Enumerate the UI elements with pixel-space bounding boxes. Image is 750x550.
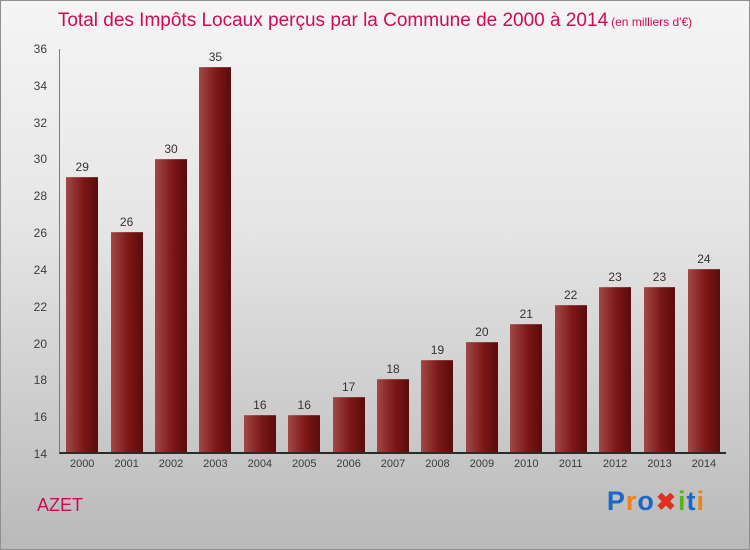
logo-letter: P <box>606 486 626 516</box>
x-tick-label: 2007 <box>380 458 406 470</box>
x-tick-label: 2006 <box>336 458 361 470</box>
y-tick-label: 34 <box>33 78 47 93</box>
bar-group: 23 2013 <box>637 49 681 470</box>
x-tick-label: 2008 <box>425 458 450 470</box>
y-tick-label: 32 <box>33 115 47 130</box>
bar-value-label: 16 <box>297 398 311 413</box>
bar <box>288 415 321 452</box>
y-tick-label: 18 <box>33 373 47 388</box>
x-tick-label: 2002 <box>158 458 184 470</box>
bar-group: 18 2007 <box>371 49 415 470</box>
bar-group: 19 2008 <box>415 49 459 470</box>
bar-group: 20 2009 <box>460 49 504 470</box>
bar-group: 16 2004 <box>238 49 282 470</box>
bar-group: 26 2001 <box>104 49 148 470</box>
logo-letter: ✖ <box>655 489 677 516</box>
y-tick-label: 20 <box>33 336 47 351</box>
bar-group: 21 2010 <box>504 49 548 470</box>
x-tick-label: 2004 <box>247 458 273 470</box>
bar <box>643 287 676 452</box>
chart-title-row: Total des Impôts Locaux perçus par la Co… <box>1 10 749 32</box>
commune-name: AZET <box>37 495 84 515</box>
bar-value-label: 19 <box>430 343 445 358</box>
y-tick-label: 28 <box>33 189 47 204</box>
bar <box>110 232 143 452</box>
bar-group: 16 2005 <box>282 49 326 470</box>
bar <box>465 342 498 452</box>
x-tick-label: 2014 <box>691 458 717 470</box>
y-tick-label: 22 <box>33 299 47 314</box>
bar <box>554 305 587 452</box>
x-tick-label: 2003 <box>203 458 228 470</box>
bar-value-label: 18 <box>386 361 400 376</box>
y-tick-label: 24 <box>33 262 47 277</box>
bar-group: 30 2002 <box>149 49 193 470</box>
bar-group: 23 2012 <box>593 49 637 470</box>
x-tick-label: 2011 <box>558 458 583 470</box>
bar-value-label: 21 <box>519 306 533 321</box>
bar-value-label: 26 <box>119 215 134 230</box>
chart-title: Total des Impôts Locaux perçus par la Co… <box>57 10 609 31</box>
bar <box>332 397 365 452</box>
logo-letter: t <box>686 486 697 516</box>
chart-title-unit: (en milliers d'€) <box>611 15 693 29</box>
bar-value-label: 20 <box>475 325 489 340</box>
x-tick-label: 2005 <box>291 458 317 470</box>
bar-group: 29 2000 <box>60 49 104 470</box>
x-tick-label: 2012 <box>602 458 628 470</box>
bar-value-label: 30 <box>164 141 178 156</box>
y-tick-label: 26 <box>33 226 47 241</box>
bar-value-label: 23 <box>608 270 622 285</box>
bar-group: 17 2006 <box>326 49 370 470</box>
bar <box>243 415 276 452</box>
x-tick-label: 2000 <box>69 458 95 470</box>
x-tick-label: 2009 <box>469 458 495 470</box>
plot-area: 29 2000 26 2001 30 2002 35 2003 16 2004 16 2005 17 20… <box>59 49 726 470</box>
bar-value-label: 35 <box>208 50 223 65</box>
bar-value-label: 24 <box>697 251 711 266</box>
bar-value-label: 29 <box>75 160 89 175</box>
bar <box>599 287 632 452</box>
bar-value-label: 16 <box>253 398 267 413</box>
bar <box>510 323 543 452</box>
y-axis: 14 16 18 20 22 24 26 28 30 32 34 36 <box>1 42 55 461</box>
proxiti-logo[interactable]: Pro✖iti <box>607 486 705 517</box>
x-tick-label: 2001 <box>114 458 139 470</box>
bar-group: 24 2014 <box>682 49 726 470</box>
bar-value-label: 23 <box>652 270 667 285</box>
logo-letter: i <box>696 486 705 516</box>
y-tick-label: 14 <box>33 447 47 461</box>
bar <box>377 378 410 452</box>
bar-group: 22 2011 <box>548 49 592 470</box>
y-tick-label: 30 <box>33 152 47 167</box>
bar-value-label: 22 <box>563 288 578 303</box>
y-tick-label: 16 <box>33 410 47 425</box>
logo-letter: i <box>677 486 687 516</box>
bar <box>66 177 99 452</box>
logo-letter: o <box>637 486 655 516</box>
bar <box>155 158 187 452</box>
bar-group: 35 2003 <box>193 49 237 470</box>
bar <box>687 268 720 452</box>
x-tick-label: 2013 <box>647 458 672 470</box>
bar <box>421 360 454 452</box>
y-tick-label: 36 <box>33 42 47 56</box>
logo-letter: r <box>625 486 638 516</box>
x-tick-label: 2010 <box>514 458 539 470</box>
bar-value-label: 17 <box>341 380 356 395</box>
bar <box>199 67 232 452</box>
